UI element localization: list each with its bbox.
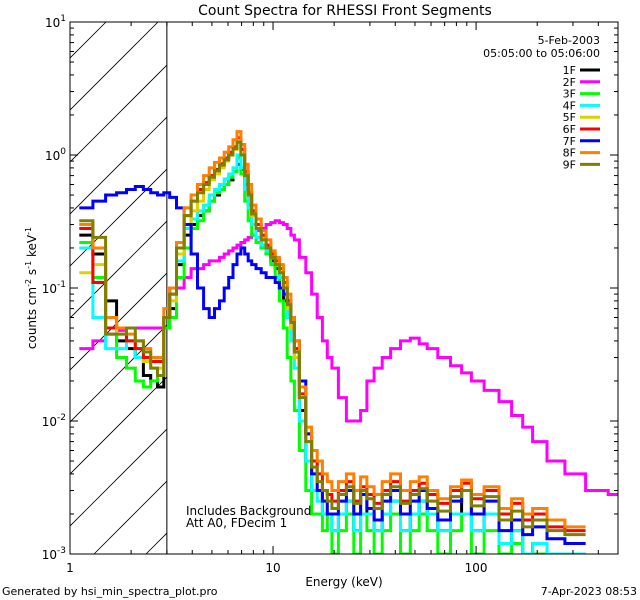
legend-label-9f: 9F [563, 158, 576, 171]
hatched-region [70, 22, 168, 554]
hatch-line [70, 168, 167, 267]
chart-title: Count Spectra for RHESSI Front Segments [198, 3, 492, 19]
y-axis-label: counts cm-2 s-1 keV-1 [24, 227, 39, 349]
x-tick-label-10: 10 [265, 561, 280, 575]
y-tick-label-10-minus3: 10-3 [42, 546, 66, 562]
axis-ticks [69, 21, 619, 555]
time-range-label: 05:05:00 to 05:06:00 [483, 47, 600, 60]
series-line-6f [79, 136, 586, 533]
y-tick-label-10-1: 101 [45, 14, 66, 30]
legend-label-2f: 2F [563, 76, 576, 89]
annotation-background: Includes Background [186, 504, 311, 518]
legend-label-1f: 1F [563, 64, 576, 77]
legend-label-3f: 3F [563, 88, 576, 101]
footer-generated-by: Generated by hsi_min_spectra_plot.pro [2, 585, 218, 598]
date-label: 5-Feb-2003 [538, 34, 600, 47]
y-tick-label-10-minus1: 10-1 [42, 280, 66, 296]
series-line-2f [79, 219, 618, 496]
footer-timestamp: 7-Apr-2023 08:53 [541, 585, 637, 598]
legend-label-8f: 8F [563, 147, 576, 160]
x-axis-label: Energy (keV) [305, 575, 382, 589]
x-tick-label-1: 1 [66, 561, 74, 575]
hatch-line [70, 428, 167, 527]
hatch-line [70, 324, 167, 423]
hatch-line [70, 376, 167, 475]
hatch-line [70, 116, 167, 215]
y-tick-label-10-minus2: 10-2 [42, 413, 66, 429]
legend-label-4f: 4F [563, 99, 576, 112]
hatch-line [70, 22, 159, 111]
x-tick-label-100: 100 [465, 561, 488, 575]
series-line-9f [79, 140, 586, 537]
series-layer [79, 130, 618, 554]
y-tick-label-10-0: 100 [45, 147, 66, 163]
annotation-attenuator: Att A0, FDecim 1 [186, 516, 287, 530]
hatch-line [70, 220, 167, 319]
hatch-line [70, 64, 167, 163]
hatch-line [70, 22, 107, 59]
legend-label-7f: 7F [563, 135, 576, 148]
legend-label-6f: 6F [563, 123, 576, 136]
hatch-line [70, 272, 167, 371]
legend-label-5f: 5F [563, 111, 576, 124]
